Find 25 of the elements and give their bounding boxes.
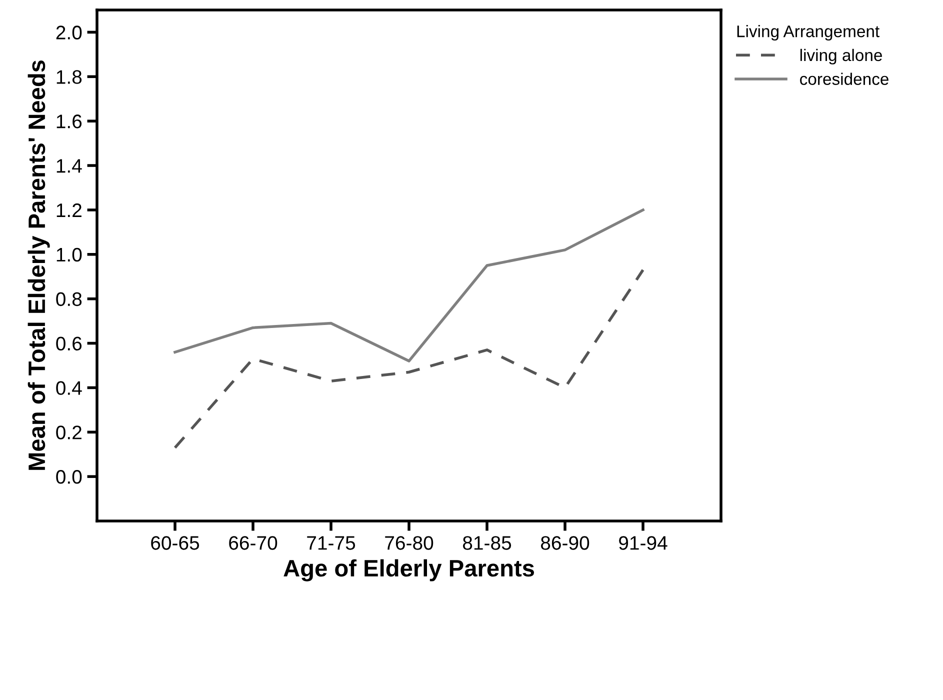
legend-title: Living Arrangement — [737, 25, 880, 41]
y-tick-label: 1.8 — [56, 70, 82, 84]
y-tick-label: 0.8 — [56, 292, 82, 306]
line-series — [174, 268, 644, 450]
y-axis-title: Mean of Total Elderly Parents' Needs — [28, 60, 50, 470]
x-tick-label: 86-90 — [540, 536, 590, 550]
y-tick-label: 1.6 — [56, 114, 82, 128]
y-tick-label: 0.4 — [56, 381, 82, 395]
legend-label: coresidence — [800, 72, 888, 85]
x-tick-label: 91-94 — [619, 536, 668, 550]
y-tick-label: 1.0 — [56, 248, 82, 262]
x-tick-label: 66-70 — [229, 536, 278, 550]
y-tick-label: 1.4 — [56, 159, 82, 173]
y-tick-label: 0.0 — [56, 470, 82, 484]
legend-label: living alone — [800, 48, 882, 64]
line-series — [174, 208, 644, 362]
y-tick-label: 2.0 — [56, 26, 82, 40]
x-tick-label: 71-75 — [307, 536, 356, 550]
x-tick-label: 81-85 — [462, 536, 512, 550]
y-tick-label: 0.2 — [56, 426, 82, 440]
x-tick-label: 76-80 — [385, 536, 434, 550]
y-tick-label: 0.6 — [56, 336, 82, 350]
x-axis-title: Age of Elderly Parents — [284, 559, 534, 582]
x-tick-label: 60-65 — [151, 536, 200, 550]
y-tick-label: 1.2 — [56, 203, 82, 217]
